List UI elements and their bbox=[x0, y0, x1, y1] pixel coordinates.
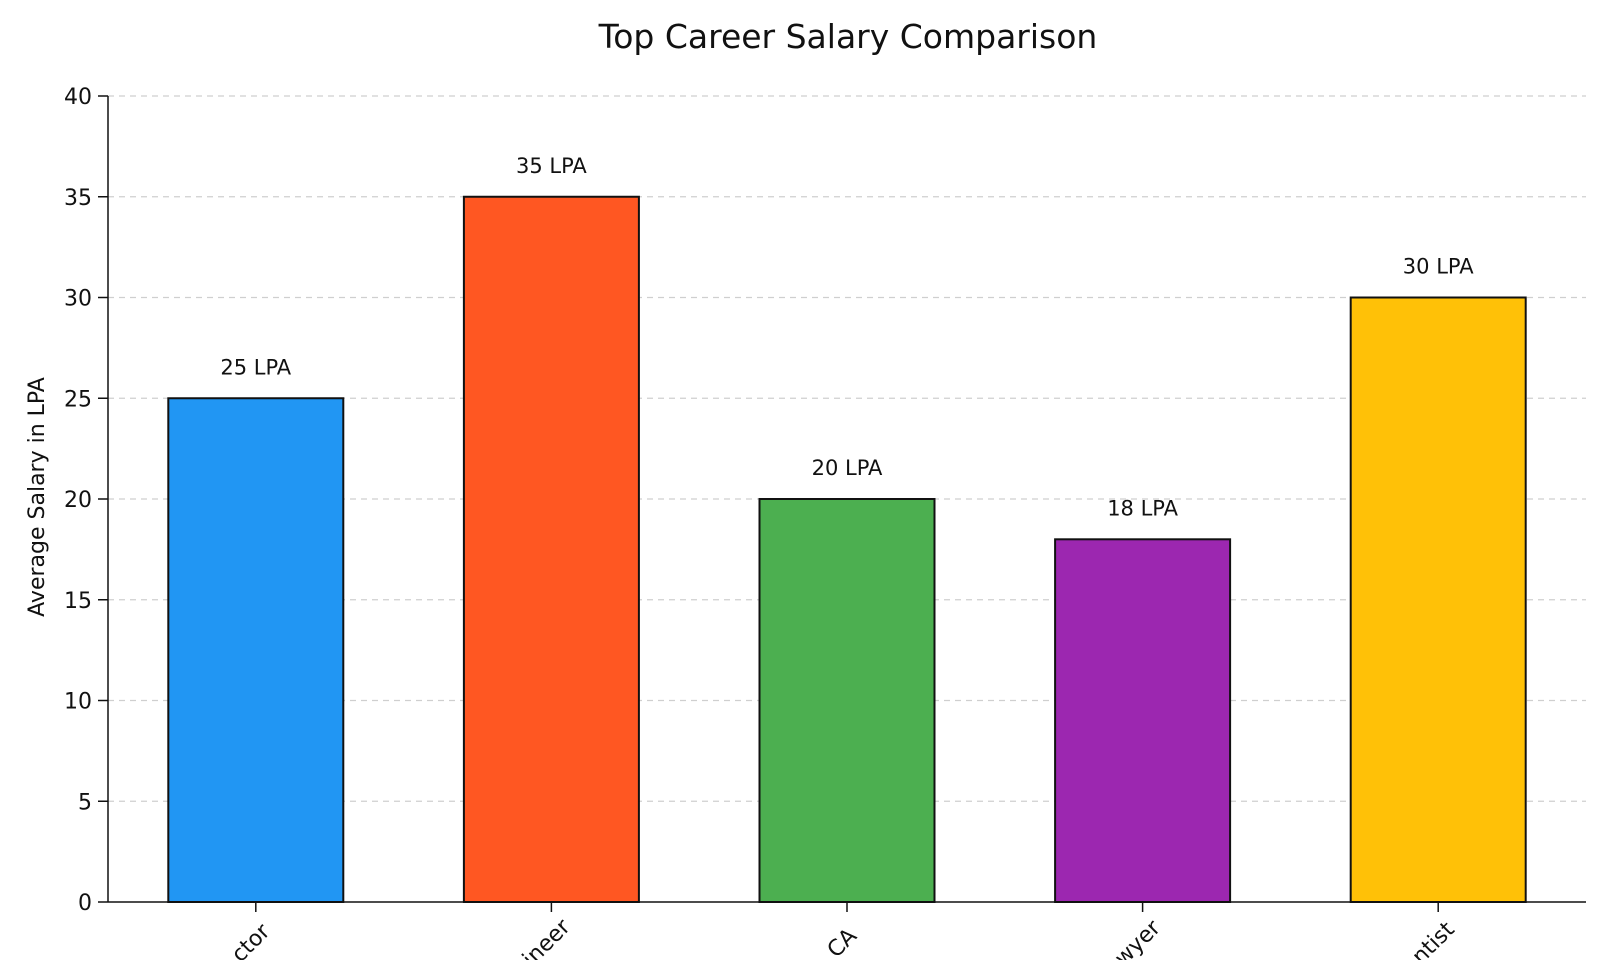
x-tick-label-2: CA bbox=[823, 924, 862, 960]
x-tick-label-1: ineer bbox=[518, 914, 576, 960]
x-tick-label-0: ctor bbox=[227, 919, 276, 960]
y-tick-label-30: 30 bbox=[64, 287, 92, 312]
bar-value-labels: 25 LPA 35 LPA 20 LPA 18 LPA 30 LPA bbox=[220, 154, 1474, 521]
y-tick-label-40: 40 bbox=[64, 85, 92, 110]
bar-value-label-3: 18 LPA bbox=[1107, 496, 1178, 520]
y-tick-label-15: 15 bbox=[64, 589, 92, 614]
bar-4 bbox=[1349, 296, 1527, 903]
bar-value-label-0: 25 LPA bbox=[220, 355, 291, 379]
y-tick-label-35: 35 bbox=[64, 186, 92, 211]
y-tick-label-10: 10 bbox=[64, 690, 92, 715]
x-tick-label-3: wyer bbox=[1110, 915, 1166, 960]
bar-1 bbox=[462, 195, 640, 903]
y-tick-label-20: 20 bbox=[64, 488, 92, 513]
x-tick-label-4: ntist bbox=[1408, 917, 1460, 960]
bar-value-label-4: 30 LPA bbox=[1403, 255, 1474, 279]
bar-3 bbox=[1054, 538, 1232, 903]
bars bbox=[167, 195, 1527, 903]
y-tick-labels: 0 5 10 15 20 25 30 35 40 bbox=[64, 85, 92, 916]
y-tick-label-0: 0 bbox=[78, 891, 92, 916]
bar-0 bbox=[167, 397, 345, 903]
chart-title: Top Career Salary Comparison bbox=[598, 17, 1098, 56]
y-tick-label-5: 5 bbox=[78, 790, 92, 815]
bar-2 bbox=[758, 498, 936, 903]
x-tick-labels: ctor ineer CA wyer ntist bbox=[227, 914, 1460, 960]
y-tick-label-25: 25 bbox=[64, 387, 92, 412]
y-axis-label: Average Salary in LPA bbox=[25, 377, 50, 617]
bar-value-label-1: 35 LPA bbox=[516, 154, 587, 178]
axes bbox=[98, 95, 1586, 912]
bar-value-label-2: 20 LPA bbox=[812, 456, 883, 480]
